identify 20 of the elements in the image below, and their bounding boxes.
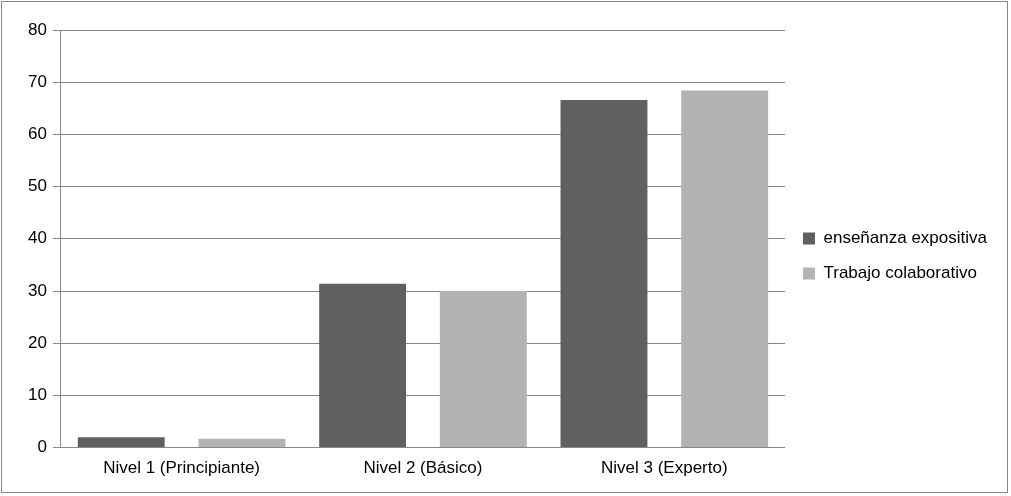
bar (681, 90, 769, 448)
legend-label: enseñanza expositiva (823, 228, 988, 248)
x-tick-label: Nivel 1 (Principiante) (103, 458, 261, 478)
y-tick-label: 60 (27, 124, 47, 144)
y-tick-label: 0 (37, 437, 47, 457)
y-tick-label: 30 (27, 280, 47, 300)
y-tick-label: 70 (27, 71, 47, 91)
y-tick-label: 20 (27, 332, 47, 352)
x-tick-label: Nivel 3 (Experto) (601, 458, 728, 478)
bar (439, 291, 527, 448)
y-tick-label: 80 (27, 19, 47, 39)
legend-label: Trabajo colaborativo (823, 263, 977, 283)
bar (319, 283, 407, 448)
bar (77, 437, 165, 448)
x-tick-label: Nivel 2 (Básico) (363, 458, 483, 478)
y-tick-label: 10 (27, 385, 47, 405)
y-tick-label: 50 (27, 176, 47, 196)
bar (560, 99, 648, 448)
bar (198, 438, 286, 448)
y-tick-label: 40 (27, 228, 47, 248)
